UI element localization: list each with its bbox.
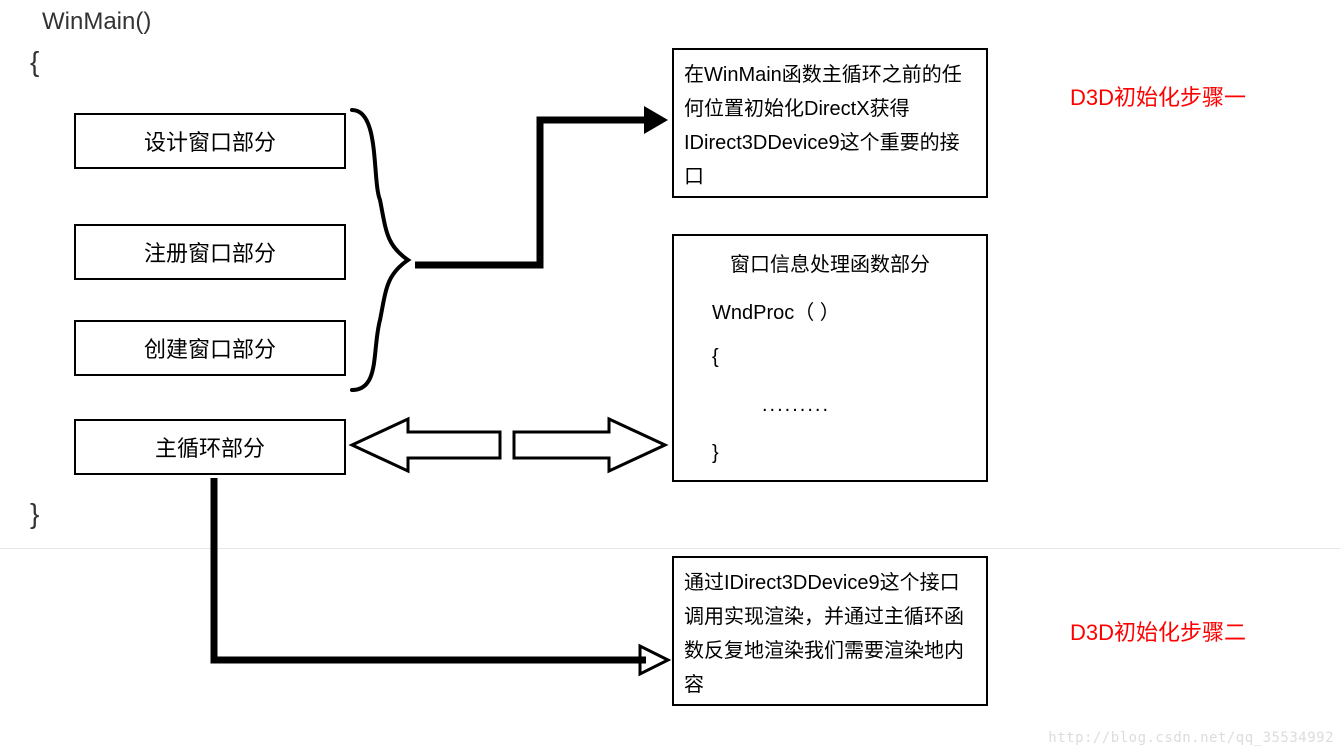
step1-text: 在WinMain函数主循环之前的任何位置初始化DirectX获得IDirect3… <box>684 64 962 188</box>
watermark: http://blog.csdn.net/qq_35534992 <box>1048 730 1334 746</box>
wndproc-fn: WndProc（ ） <box>712 296 976 330</box>
box-design-window: 设计窗口部分 <box>74 113 346 169</box>
wndproc-close: } <box>712 436 976 470</box>
step2-text: 通过IDirect3DDevice9这个接口调用实现渲染，并通过主循环函数反复地… <box>684 572 964 696</box>
wndproc-title: 窗口信息处理函数部分 <box>684 248 976 282</box>
winmain-fn-name: WinMain() <box>42 8 151 36</box>
box-design-window-label: 设计窗口部分 <box>144 125 276 157</box>
box-register-window: 注册窗口部分 <box>74 224 346 280</box>
wndproc-dots: ......... <box>762 388 976 422</box>
step1-box: 在WinMain函数主循环之前的任何位置初始化DirectX获得IDirect3… <box>672 48 988 198</box>
box-main-loop-label: 主循环部分 <box>155 431 265 463</box>
step2-side-label: D3D初始化步骤二 <box>1070 615 1246 647</box>
arrow-to-step2 <box>214 478 668 674</box>
box-create-window: 创建窗口部分 <box>74 320 346 376</box>
wndproc-open: { <box>712 340 976 374</box>
box-register-window-label: 注册窗口部分 <box>144 236 276 268</box>
arrow-to-step1 <box>415 106 668 265</box>
double-arrow <box>352 419 665 471</box>
brace-path <box>352 110 408 390</box>
open-brace: { <box>30 46 39 78</box>
box-create-window-label: 创建窗口部分 <box>144 332 276 364</box>
step1-side-label: D3D初始化步骤一 <box>1070 80 1246 112</box>
box-main-loop: 主循环部分 <box>74 419 346 475</box>
wndproc-box: 窗口信息处理函数部分 WndProc（ ） { ......... } <box>672 234 988 482</box>
close-brace: } <box>30 498 39 530</box>
divider-line <box>0 548 1340 549</box>
step2-box: 通过IDirect3DDevice9这个接口调用实现渲染，并通过主循环函数反复地… <box>672 556 988 706</box>
